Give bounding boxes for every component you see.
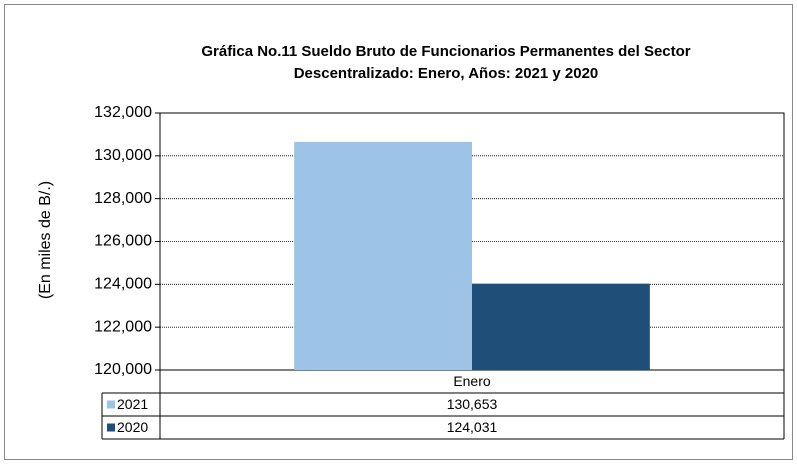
y-tick-label: 128,000 — [94, 190, 152, 207]
legend-swatch — [107, 400, 115, 409]
y-tick-label: 126,000 — [94, 233, 152, 250]
chart-title: Descentralizado: Enero, Años: 2021 y 202… — [294, 65, 599, 82]
legend-swatch — [107, 423, 115, 432]
y-axis-label: (En miles de B/.) — [37, 181, 54, 299]
legend-label: 2021 — [117, 396, 148, 412]
legend-label: 2020 — [117, 419, 148, 435]
y-tick-label: 130,000 — [94, 147, 152, 164]
y-tick-label: 132,000 — [94, 104, 152, 121]
bar — [472, 283, 650, 370]
y-tick-label: 124,000 — [94, 276, 152, 293]
y-tick-label: 122,000 — [94, 318, 152, 335]
bar — [294, 141, 472, 370]
data-label: 130,653 — [447, 396, 498, 412]
y-tick-label: 120,000 — [94, 361, 152, 378]
data-label: 124,031 — [447, 419, 498, 435]
chart-title: Gráfica No.11 Sueldo Bruto de Funcionari… — [201, 43, 690, 60]
x-tick-label: Enero — [453, 373, 491, 389]
